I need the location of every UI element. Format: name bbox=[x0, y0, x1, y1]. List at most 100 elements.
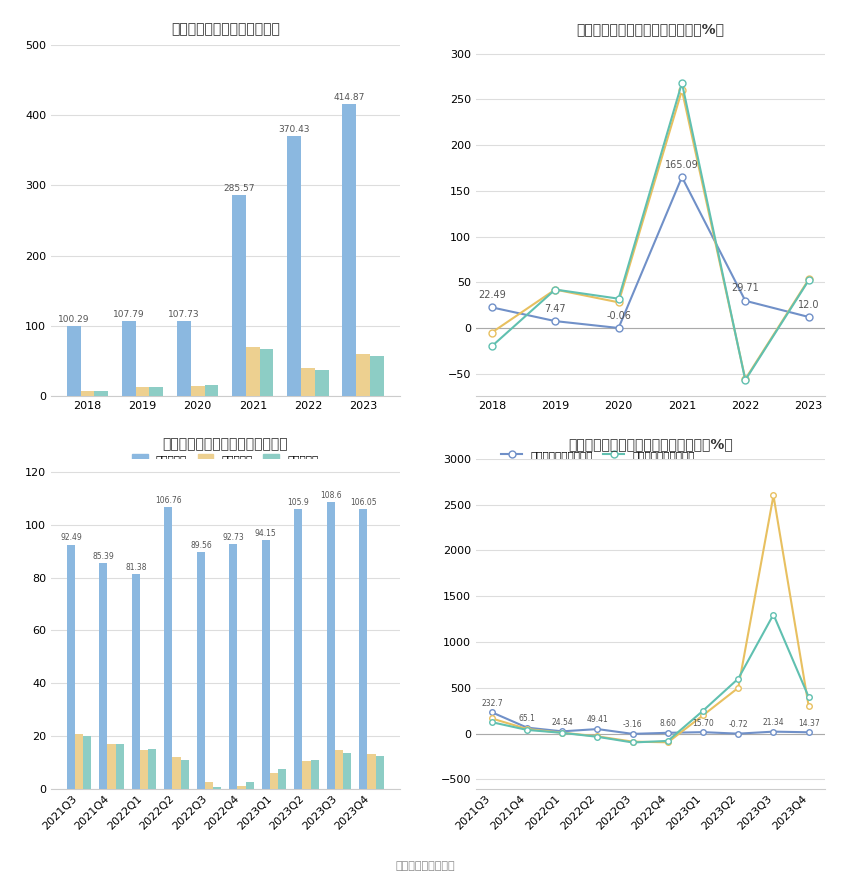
Text: 24.54: 24.54 bbox=[552, 718, 573, 727]
Bar bbox=[75, 734, 83, 789]
Bar bbox=[94, 391, 108, 396]
扣非净利润同比增长率 bbox=[557, 728, 567, 739]
营业总收入同比增长率 bbox=[677, 172, 687, 183]
Bar bbox=[99, 563, 107, 789]
Bar bbox=[132, 574, 140, 789]
Line: 扣非净利润同比增长率: 扣非净利润同比增长率 bbox=[489, 79, 812, 383]
扣非净利润同比增长率 bbox=[803, 275, 813, 286]
Bar bbox=[246, 782, 253, 789]
Bar bbox=[180, 759, 189, 789]
营业总收入同比增长率 bbox=[627, 729, 638, 740]
Bar bbox=[370, 356, 383, 396]
Text: 29.71: 29.71 bbox=[731, 283, 759, 293]
Bar bbox=[232, 195, 246, 396]
归母净利润同比增长率 bbox=[487, 327, 497, 338]
Bar bbox=[173, 756, 180, 789]
Bar bbox=[197, 552, 205, 789]
Text: 14.37: 14.37 bbox=[798, 719, 819, 728]
Text: 数据来源：恒生聚源: 数据来源：恒生聚源 bbox=[395, 861, 455, 871]
扣非净利润同比增长率 bbox=[627, 737, 638, 748]
Text: 22.49: 22.49 bbox=[478, 290, 506, 300]
Bar bbox=[83, 736, 91, 789]
营业总收入同比增长率 bbox=[614, 323, 624, 333]
营业总收入同比增长率 bbox=[592, 723, 603, 734]
扣非净利润同比增长率 bbox=[487, 717, 497, 728]
归母净利润同比增长率 bbox=[677, 85, 687, 95]
Legend: 营业总收入同比增长率, 归母净利润同比增长率, 扣非净利润同比增长率: 营业总收入同比增长率, 归母净利润同比增长率, 扣非净利润同比增长率 bbox=[497, 888, 699, 891]
Text: 105.9: 105.9 bbox=[287, 498, 309, 507]
Text: 7.47: 7.47 bbox=[544, 304, 566, 314]
Bar bbox=[205, 782, 213, 789]
Legend: 营业总收入, 归母净利润, 扣非净利润: 营业总收入, 归母净利润, 扣非净利润 bbox=[128, 450, 323, 469]
Title: 营收、净利同比增长率季度变动情况（%）: 营收、净利同比增长率季度变动情况（%） bbox=[568, 437, 733, 451]
Bar bbox=[122, 321, 136, 396]
Title: 历年营收、净利同比增长率情况（%）: 历年营收、净利同比增长率情况（%） bbox=[576, 22, 724, 37]
Bar bbox=[246, 347, 260, 396]
Text: 65.1: 65.1 bbox=[518, 714, 536, 723]
Text: -3.16: -3.16 bbox=[623, 720, 643, 730]
Bar bbox=[356, 355, 370, 396]
Text: 92.73: 92.73 bbox=[223, 533, 244, 542]
Text: -0.06: -0.06 bbox=[606, 311, 631, 321]
Bar bbox=[107, 744, 116, 789]
Bar bbox=[335, 750, 343, 789]
Text: 232.7: 232.7 bbox=[481, 699, 502, 707]
Text: 12.0: 12.0 bbox=[798, 299, 819, 310]
Text: 21.34: 21.34 bbox=[762, 718, 785, 727]
Bar bbox=[376, 756, 383, 789]
Legend: 营业总收入同比增长率, 归母净利润同比增长率, 扣非净利润同比增长率: 营业总收入同比增长率, 归母净利润同比增长率, 扣非净利润同比增长率 bbox=[497, 446, 699, 479]
Text: 89.56: 89.56 bbox=[190, 541, 212, 551]
Bar bbox=[367, 755, 376, 789]
Text: 414.87: 414.87 bbox=[333, 94, 365, 102]
Bar bbox=[343, 104, 356, 396]
Text: 81.38: 81.38 bbox=[125, 563, 147, 572]
扣非净利润同比增长率 bbox=[740, 375, 751, 386]
Bar bbox=[343, 753, 351, 789]
Line: 归母净利润同比增长率: 归母净利润同比增长率 bbox=[489, 493, 812, 745]
归母净利润同比增长率 bbox=[663, 737, 673, 748]
Line: 营业总收入同比增长率: 营业总收入同比增长率 bbox=[489, 174, 812, 331]
Text: 107.79: 107.79 bbox=[113, 309, 144, 318]
归母净利润同比增长率 bbox=[768, 490, 779, 501]
Bar bbox=[67, 326, 81, 396]
Bar bbox=[310, 759, 319, 789]
Text: 106.05: 106.05 bbox=[350, 498, 377, 507]
Bar bbox=[81, 390, 94, 396]
扣非净利润同比增长率 bbox=[734, 674, 744, 684]
Bar bbox=[262, 540, 270, 789]
扣非净利润同比增长率 bbox=[522, 724, 532, 735]
营业总收入同比增长率 bbox=[487, 707, 497, 717]
归母净利润同比增长率 bbox=[592, 731, 603, 741]
归母净利润同比增长率 bbox=[803, 700, 813, 711]
Bar bbox=[67, 544, 75, 789]
Text: 285.57: 285.57 bbox=[224, 184, 255, 193]
Bar bbox=[303, 761, 310, 789]
Title: 历年营收、净利情况（亿元）: 历年营收、净利情况（亿元） bbox=[171, 22, 280, 37]
归母净利润同比增长率 bbox=[557, 727, 567, 738]
Text: -0.72: -0.72 bbox=[728, 720, 748, 729]
归母净利润同比增长率 bbox=[627, 736, 638, 747]
Text: 106.76: 106.76 bbox=[155, 496, 182, 505]
营业总收入同比增长率 bbox=[768, 726, 779, 737]
Bar bbox=[287, 135, 301, 396]
Bar bbox=[150, 388, 163, 396]
Bar bbox=[360, 509, 367, 789]
归母净利润同比增长率 bbox=[550, 284, 560, 295]
Bar bbox=[230, 544, 237, 789]
Line: 归母净利润同比增长率: 归母净利润同比增长率 bbox=[489, 86, 812, 382]
Bar bbox=[116, 744, 124, 789]
归母净利润同比增长率 bbox=[522, 723, 532, 734]
Text: 92.49: 92.49 bbox=[60, 534, 82, 543]
Bar bbox=[177, 321, 190, 396]
Text: 15.70: 15.70 bbox=[692, 718, 714, 728]
营业总收入同比增长率 bbox=[557, 726, 567, 737]
扣非净利润同比增长率 bbox=[663, 736, 673, 747]
扣非净利润同比增长率 bbox=[592, 732, 603, 742]
Bar bbox=[260, 348, 274, 396]
Line: 营业总收入同比增长率: 营业总收入同比增长率 bbox=[489, 709, 812, 737]
Text: 107.73: 107.73 bbox=[168, 309, 200, 319]
Text: 108.6: 108.6 bbox=[320, 491, 342, 500]
营业总收入同比增长率 bbox=[803, 312, 813, 323]
营业总收入同比增长率 bbox=[698, 727, 708, 738]
归母净利润同比增长率 bbox=[698, 710, 708, 721]
